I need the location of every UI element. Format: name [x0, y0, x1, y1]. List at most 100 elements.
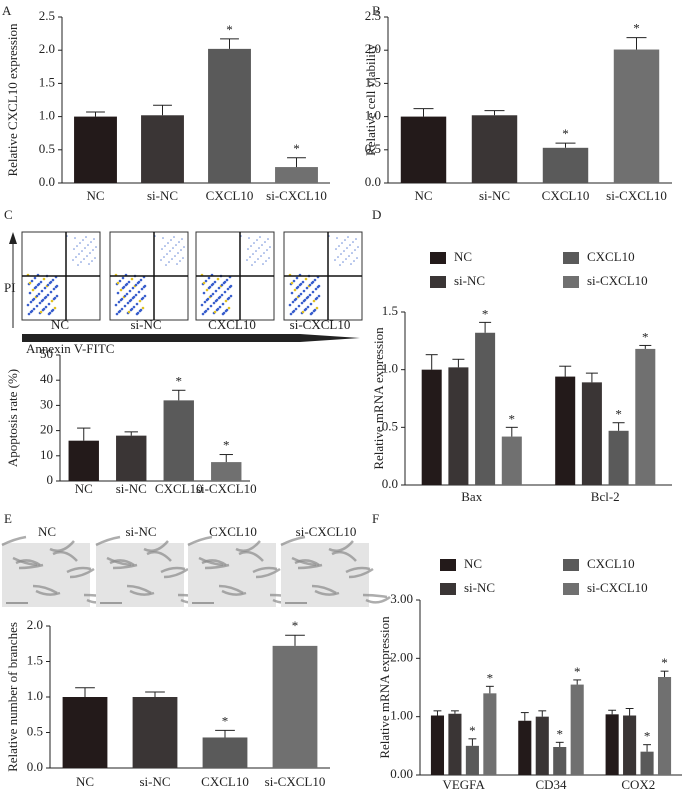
tube-structure — [198, 556, 224, 567]
significance-mark: * — [642, 329, 649, 344]
flow-dot — [114, 303, 118, 307]
legend-label: si-CXCL10 — [587, 273, 648, 288]
flow-dot — [247, 248, 249, 250]
flow-dot — [125, 292, 129, 296]
flow-dot — [222, 311, 226, 315]
flow-dot — [30, 309, 34, 313]
flow-dot — [337, 256, 339, 258]
flow-dot — [345, 258, 347, 260]
flow-dot — [200, 303, 204, 307]
tube-structure — [66, 566, 92, 574]
micrograph-label: CXCL10 — [209, 524, 257, 539]
tube-structure — [314, 589, 340, 596]
flow-dot — [93, 238, 95, 240]
flow-dot — [125, 282, 129, 286]
flow-dot — [115, 312, 119, 316]
flow-dot — [131, 286, 135, 290]
flow-dot — [294, 307, 298, 311]
significance-mark: * — [633, 21, 640, 36]
flow-dot — [225, 278, 229, 282]
flow-dot — [223, 280, 227, 284]
bar — [613, 49, 660, 184]
flow-dot — [299, 292, 303, 296]
flow-dot — [168, 261, 170, 263]
significance-mark: * — [176, 373, 183, 388]
flow-dot — [201, 312, 205, 316]
flow-dot — [214, 289, 218, 293]
x-tick-label: si-CXCL10 — [606, 188, 667, 203]
flow-dot — [75, 256, 77, 258]
legend-label: NC — [454, 249, 472, 264]
x-tick-label: NC — [86, 188, 104, 203]
bar — [640, 751, 654, 775]
flow-dot — [28, 291, 32, 295]
y-tick-label: 1.0 — [365, 108, 381, 123]
flow-dot — [53, 306, 57, 310]
tube-structure — [69, 567, 95, 579]
flow-dot — [85, 236, 87, 238]
flow-dot — [209, 294, 213, 298]
flow-dot — [301, 310, 305, 314]
flow-dot — [26, 303, 30, 307]
flow-dot — [29, 300, 33, 304]
flow-dot — [339, 264, 341, 266]
flow-dot — [89, 252, 91, 254]
y-tick-label: 2.5 — [39, 8, 55, 23]
tube-structure — [18, 563, 44, 570]
flow-dot — [349, 244, 351, 246]
x-tick-label: VEGFA — [442, 777, 485, 792]
flow-dot — [353, 260, 355, 262]
flow-dot — [166, 253, 168, 255]
y-tick-label: 2.0 — [365, 41, 381, 56]
significance-mark: * — [292, 618, 299, 633]
y-tick-label: 20 — [40, 422, 53, 437]
flow-dot — [313, 278, 317, 282]
panel-label: C — [4, 207, 13, 222]
y-tick-label: 0 — [47, 472, 54, 487]
flow-dot — [249, 256, 251, 258]
panel-label: E — [4, 511, 12, 526]
y-tick-label: 1.5 — [39, 74, 55, 89]
bar — [132, 697, 178, 768]
flow-dot — [290, 281, 294, 285]
significance-mark: * — [482, 306, 489, 321]
y-axis-label: Relative number of branches — [5, 622, 20, 772]
bar — [211, 462, 242, 481]
flow-dot — [202, 291, 206, 295]
flow-dot — [73, 248, 75, 250]
flow-dot — [262, 263, 264, 265]
tube-structure — [143, 540, 169, 552]
flow-dot — [77, 264, 79, 266]
y-axis-label: Relative cell viability — [363, 44, 378, 156]
micrograph — [96, 543, 184, 607]
flow-dot — [258, 247, 260, 249]
flow-dot — [46, 283, 50, 287]
flow-sample-label: si-NC — [130, 317, 161, 332]
y-tick-label: 0.00 — [390, 766, 413, 781]
x-tick-label: si-CXCL10 — [266, 188, 327, 203]
flow-dot — [143, 294, 147, 298]
flow-dot — [297, 304, 301, 308]
y-tick-label: 1.5 — [382, 303, 398, 318]
bar — [430, 715, 445, 775]
flow-dot — [346, 247, 348, 249]
flow-plot — [195, 231, 275, 321]
legend-swatch — [430, 252, 446, 264]
y-tick-label: 40 — [40, 371, 53, 386]
x-tick-label: Bax — [461, 489, 482, 504]
flow-dot — [126, 301, 130, 305]
flow-dot — [265, 260, 267, 262]
flow-dot — [76, 245, 78, 247]
flow-dot — [357, 246, 359, 248]
flow-dot — [292, 309, 296, 313]
significance-mark: * — [556, 726, 563, 741]
tube-structure — [146, 550, 172, 562]
flow-x-label: Annexin V-FITC — [26, 341, 114, 356]
flow-dot — [211, 292, 215, 296]
flow-dot — [261, 244, 263, 246]
flow-dot — [221, 302, 225, 306]
y-tick-label: 0.5 — [365, 141, 381, 156]
flow-dot — [49, 280, 53, 284]
flow-dot — [122, 285, 126, 289]
legend-swatch — [563, 276, 579, 288]
